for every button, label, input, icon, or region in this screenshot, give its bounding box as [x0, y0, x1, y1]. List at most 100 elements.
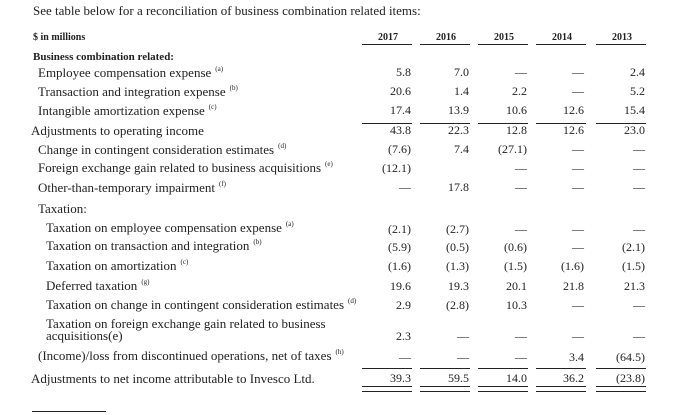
year-header: 2013: [612, 32, 632, 43]
cell-value: 17.8: [448, 180, 469, 194]
row-label-text: Employee compensation expense: [38, 65, 212, 80]
row-label: Taxation:: [38, 201, 87, 217]
row-label-text: Taxation on change in contingent conside…: [46, 297, 345, 312]
year-header: 2017: [378, 32, 398, 43]
cell-value: —: [572, 240, 584, 254]
cell-value: —: [633, 329, 645, 343]
total-double-rule: [362, 386, 412, 392]
cell-value: (2.7): [446, 222, 469, 236]
total-rule: [478, 368, 528, 369]
row-label-text: Change in contingent consideration estim…: [38, 142, 275, 157]
cell-value: 13.9: [448, 103, 469, 117]
row-label: Adjustments to net income attributable t…: [31, 371, 315, 387]
cell-value: 1.4: [454, 84, 469, 98]
cell-value: 21.3: [624, 279, 645, 293]
row-label: Adjustments to operating income: [31, 123, 204, 139]
cell-value: —: [572, 84, 584, 98]
cell-value: —: [633, 298, 645, 312]
cell-value: 19.6: [390, 279, 411, 293]
footnote-marker: (b): [229, 84, 238, 92]
cell-value: 5.8: [396, 65, 411, 79]
total-rule: [596, 368, 646, 369]
cell-value: 39.3: [390, 371, 411, 385]
unit-label: $ in millions: [33, 32, 86, 43]
row-label: Taxation on foreign exchange gain relate…: [46, 317, 346, 343]
cell-value: 7.0: [454, 65, 469, 79]
cell-value: —: [572, 142, 584, 156]
cell-value: (0.5): [446, 240, 469, 254]
cell-value: 2.9: [396, 298, 411, 312]
row-label: Other-than-temporary impairment (f): [38, 180, 226, 196]
row-label: Employee compensation expense (a): [38, 65, 223, 81]
row-label-text: Adjustments to net income attributable t…: [31, 371, 315, 386]
cell-value: 43.8: [390, 123, 411, 137]
cell-value: 12.8: [506, 123, 527, 137]
row-label-text: Taxation:: [38, 201, 87, 216]
header-rule: [362, 44, 412, 45]
cell-value: (2.1): [388, 222, 411, 236]
cell-value: —: [633, 161, 645, 175]
footnote-marker: (c): [180, 258, 189, 266]
cell-value: 20.6: [390, 84, 411, 98]
cell-value: (2.1): [622, 240, 645, 254]
subtotal-rule: [596, 123, 646, 124]
cell-value: —: [515, 350, 527, 364]
cell-value: 2.3: [396, 329, 411, 343]
header-rule: [420, 44, 470, 45]
cell-value: —: [633, 142, 645, 156]
row-label-text: Deferred taxation: [46, 278, 138, 293]
cell-value: 12.6: [563, 123, 584, 137]
cell-value: 20.1: [506, 279, 527, 293]
cell-value: (1.5): [504, 259, 527, 273]
footnote-marker: (e): [108, 328, 123, 343]
total-double-rule: [596, 386, 646, 392]
footnote-marker: (a): [215, 65, 224, 73]
cell-value: —: [515, 222, 527, 236]
row-label: Taxation on employee compensation expens…: [46, 220, 294, 236]
cell-value: —: [572, 180, 584, 194]
cell-value: —: [457, 329, 469, 343]
cell-value: (5.9): [388, 240, 411, 254]
subtotal-rule: [362, 123, 412, 124]
cell-value: (1.6): [561, 259, 584, 273]
cell-value: —: [633, 180, 645, 194]
cell-value: —: [399, 350, 411, 364]
cell-value: 10.3: [506, 298, 527, 312]
row-label-text: Taxation on employee compensation expens…: [46, 220, 282, 235]
intro-text: See table below for a reconciliation of …: [33, 3, 421, 18]
row-label-text: Taxation on amortization: [46, 258, 177, 273]
cell-value: (27.1): [498, 142, 527, 156]
cell-value: 12.6: [563, 103, 584, 117]
row-label: (Income)/loss from discontinued operatio…: [38, 348, 344, 364]
header-rule: [478, 44, 528, 45]
footnote-marker: (d): [278, 142, 287, 150]
subtotal-rule: [420, 123, 470, 124]
cell-value: —: [515, 329, 527, 343]
footnote-marker: (f): [218, 180, 226, 188]
cell-value: (12.1): [382, 161, 411, 175]
total-double-rule: [536, 386, 586, 392]
total-rule: [362, 368, 412, 369]
total-rule: [420, 368, 470, 369]
cell-value: —: [633, 222, 645, 236]
total-double-rule: [478, 386, 528, 392]
cell-value: —: [572, 298, 584, 312]
footnote-rule: [32, 411, 106, 412]
row-label: Intangible amortization expense (c): [38, 103, 217, 119]
row-label-text: Taxation on transaction and integration: [46, 238, 250, 253]
row-label: Transaction and integration expense (b): [38, 84, 238, 100]
row-label-text: Foreign exchange gain related to busines…: [38, 160, 322, 175]
row-label: Taxation on change in contingent conside…: [46, 297, 356, 313]
footnote-marker: (b): [253, 238, 262, 246]
cell-value: (23.8): [616, 371, 645, 385]
year-header: 2015: [494, 32, 514, 43]
footnote-marker: (a): [285, 220, 294, 228]
cell-value: 36.2: [563, 371, 584, 385]
section-label: Business combination related:: [33, 51, 174, 63]
cell-value: —: [572, 222, 584, 236]
cell-value: —: [457, 350, 469, 364]
cell-value: 59.5: [448, 371, 469, 385]
footnote-marker: (h): [335, 348, 344, 356]
subtotal-rule: [478, 123, 528, 124]
row-label: Foreign exchange gain related to busines…: [38, 160, 333, 176]
